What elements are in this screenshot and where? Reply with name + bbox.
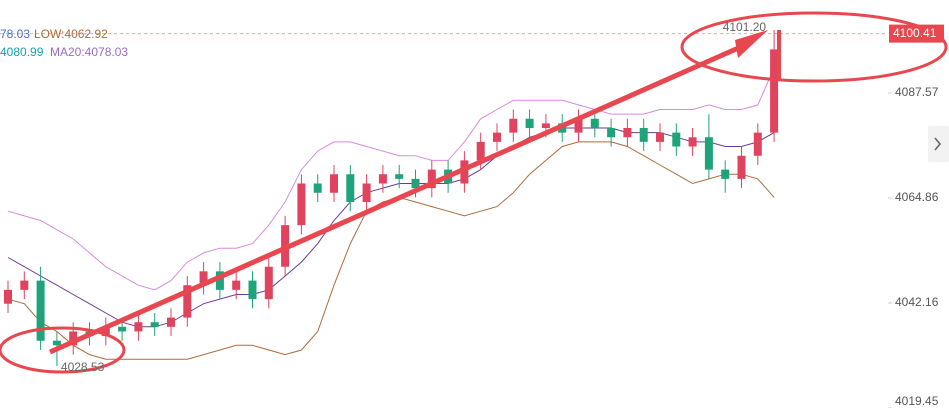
candle-body (69, 331, 78, 346)
indicator-line (7, 127, 775, 328)
candle-body (20, 280, 29, 290)
high-circle (680, 11, 948, 83)
candle-body (509, 118, 518, 133)
candle-body (639, 128, 648, 142)
high-annotation: 4101.20 (723, 20, 767, 34)
y-tick-label: 4042.16 (895, 295, 939, 309)
last-price-label: 4100.41 (893, 26, 937, 40)
arrow-head (735, 30, 768, 58)
candle-body (476, 141, 485, 161)
indicator-line (7, 141, 775, 360)
candle-body (52, 340, 61, 346)
plot (0, 29, 892, 408)
low-circle (0, 326, 126, 374)
candle-body (395, 174, 404, 179)
candle-body (411, 178, 420, 189)
candle-body (427, 169, 436, 189)
candle-body (460, 160, 469, 184)
candle-body (525, 118, 534, 128)
legend-text: MA20:4078.03 (50, 45, 128, 59)
candle-body (199, 271, 208, 286)
legend-text: LOW:4062.92 (34, 27, 108, 41)
candle-body (313, 183, 322, 193)
candle-body (215, 271, 224, 290)
candle-body (541, 123, 550, 128)
candle-body (704, 137, 713, 170)
expand-button[interactable] (928, 126, 949, 162)
candle-body (607, 128, 616, 138)
last-price-box (889, 24, 944, 43)
legend-text: 4080.99 (0, 45, 44, 59)
candle-body (330, 174, 338, 193)
candle-body (721, 169, 730, 179)
candle-body (150, 322, 159, 327)
expand-icon[interactable] (934, 137, 942, 151)
candle-body (232, 280, 241, 290)
candle-body (248, 280, 257, 300)
candle-body (574, 118, 583, 133)
candle-body (134, 322, 143, 332)
candle-body (493, 132, 501, 142)
candle-body (264, 266, 273, 300)
indicator-line (7, 67, 775, 291)
drawings (0, 11, 948, 374)
candle-body (118, 326, 127, 332)
y-tick-label: 4087.57 (895, 85, 939, 99)
candle-body (36, 280, 45, 341)
low-annotation: 4028.53 (61, 360, 105, 374)
candle-body (672, 132, 681, 147)
y-tick-label: 4019.45 (895, 394, 939, 408)
trend-arrow (48, 39, 754, 355)
candle-body (4, 289, 12, 304)
legend-text: 78.03 (0, 27, 30, 41)
candle-body (362, 183, 371, 202)
candle-body (590, 118, 599, 128)
candle-body (101, 326, 110, 337)
candle-body (753, 132, 762, 156)
candle-body (623, 128, 632, 138)
candle-body (297, 183, 306, 226)
candle-body (656, 132, 664, 142)
candle-body (167, 317, 175, 327)
candle-body (688, 137, 697, 147)
candle-body (737, 155, 746, 179)
candle-body (378, 174, 387, 184)
candle-body (770, 49, 779, 133)
y-tick-label: 4064.86 (895, 190, 939, 204)
candle-body (183, 285, 192, 318)
candle-body (346, 174, 355, 202)
